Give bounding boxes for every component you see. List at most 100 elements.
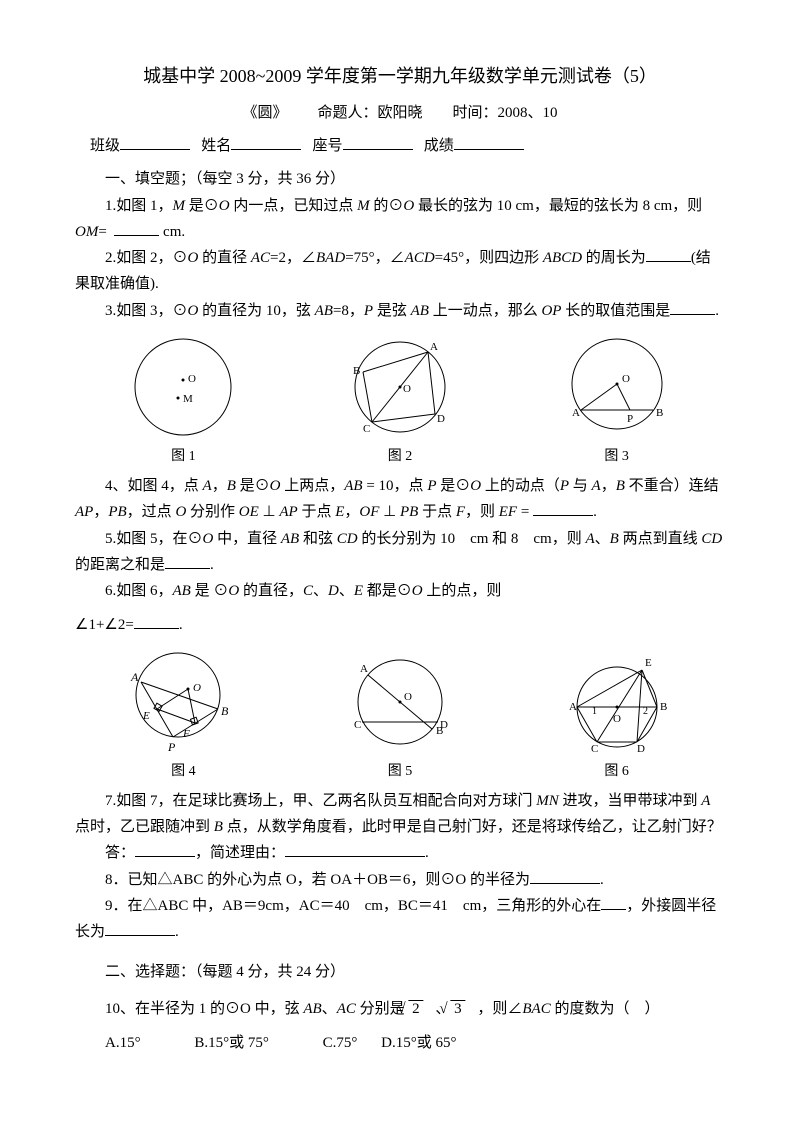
q1-blank [114, 220, 159, 236]
q6-t: 都是⊙ [363, 583, 412, 599]
q5-cd: CD [337, 531, 358, 547]
q9-blank2 [105, 920, 175, 936]
q10-text: 10、在半径为 1 的⊙O 中，弦 [105, 1001, 303, 1017]
q9-blank1 [601, 894, 626, 910]
q4-t: ， [601, 478, 616, 494]
q3-t: 长的取值范围是 [561, 303, 670, 319]
q2-text: 2.如图 2，⊙ [105, 250, 188, 266]
fig3-label: 图 3 [552, 444, 682, 469]
q10-optB: B.15°或 75° [194, 1030, 269, 1057]
q6-t: 的直径， [239, 583, 303, 599]
q4-b: B [616, 478, 625, 494]
q2-t: =75°，∠ [345, 250, 404, 266]
svg-text:O: O [622, 373, 630, 385]
q8: 8．已知△ABC 的外心为点 O，若 OA＋OB＝6，则⊙O 的半径为. [75, 867, 725, 893]
q3-t: 是弦 [373, 303, 411, 319]
q5-o: O [203, 531, 214, 547]
q3-text: 3.如图 3，⊙ [105, 303, 188, 319]
q6-text: 6.如图 6， [105, 583, 173, 599]
fig2-label: 图 2 [335, 444, 465, 469]
svg-text:B: B [656, 407, 663, 419]
q4-o: O [270, 478, 281, 494]
author-label: 命题人： [317, 105, 377, 121]
q4-t: 于点 [298, 504, 336, 520]
q4-ab: AB [344, 478, 362, 494]
fig5-label: 图 5 [330, 759, 470, 784]
q6-end: . [179, 617, 183, 633]
q4-t: ，点 [394, 478, 428, 494]
q4-t: 与 [569, 478, 592, 494]
q1: 1.如图 1，M 是⊙O 内一点，已知过点 M 的⊙O 最长的弦为 10 cm，… [75, 193, 725, 246]
q4-t: ⊥ [259, 504, 280, 520]
time: 2008、10 [498, 105, 558, 121]
q1-t: 最长的弦为 10 cm，最短的弦长为 8 cm，则 [414, 198, 702, 214]
q3-ab: AB [315, 303, 333, 319]
q1-t: 的⊙ [370, 198, 404, 214]
fig6-cell: O A B E C D 1 2 图 6 [547, 652, 687, 784]
q2-ac: AC [251, 250, 270, 266]
q10-t: ，则∠ [474, 1001, 523, 1017]
q1-om: OM [75, 224, 98, 240]
q3-op: OP [541, 303, 561, 319]
q9-end: . [175, 924, 179, 940]
q5: 5.如图 5，在⊙O 中，直径 AB 和弦 CD 的长分别为 10 cm 和 8… [75, 526, 725, 579]
svg-text:P: P [627, 413, 633, 425]
q10-optA: A.15° [105, 1030, 141, 1057]
q6-ab: AB [173, 583, 191, 599]
svg-text:P: P [167, 740, 176, 754]
q4-t: ⊥ [379, 504, 400, 520]
q1-eq: = [98, 224, 106, 240]
section1-heading: 一、填空题；（每空 3 分，共 36 分） [75, 166, 725, 192]
q4-pb: PB [108, 504, 126, 520]
q3-t: 上一动点，那么 [429, 303, 542, 319]
q3-ab: AB [411, 303, 429, 319]
fig1-svg: O M [118, 332, 248, 442]
q2-t: =2，∠ [270, 250, 316, 266]
svg-text:C: C [591, 743, 598, 755]
page-title: 城基中学 2008~2009 学年度第一学期九年级数学单元测试卷（5） [75, 60, 725, 92]
name-label: 姓名 [201, 138, 231, 154]
fig3-svg: O A B P [552, 332, 682, 442]
q4-t: ，过点 [127, 504, 176, 520]
q7: 7.如图 7，在足球比赛场上，甲、乙两名队员互相配合向对方球门 MN 进攻，当甲… [75, 788, 725, 841]
q7-text: 7.如图 7，在足球比赛场上，甲、乙两名队员互相配合向对方球门 [105, 793, 536, 809]
svg-text:B: B [660, 701, 667, 713]
q5-end: . [210, 557, 214, 573]
q10-ac: AC [337, 1001, 356, 1017]
author: 欧阳晓 [377, 105, 422, 121]
q4-blank [533, 500, 593, 516]
svg-text:2: 2 [643, 706, 648, 717]
svg-text:B: B [221, 704, 229, 718]
fig2-cell: O A B C D 图 2 [335, 332, 465, 469]
q2-t: =45°，则四边形 [435, 250, 543, 266]
fig6-label: 图 6 [547, 759, 687, 784]
q10-t: 、 [322, 1001, 337, 1017]
svg-text:O: O [404, 691, 412, 703]
q2-o: O [188, 250, 199, 266]
q1-o: O [219, 198, 230, 214]
q6-t: 上的点，则 [423, 583, 502, 599]
q4-a: A [592, 478, 601, 494]
q4-end: . [593, 504, 597, 520]
q6-o: O [412, 583, 423, 599]
fig1-label: 图 1 [118, 444, 248, 469]
fig2-svg: O A B C D [335, 332, 465, 442]
q4-f: F [456, 504, 465, 520]
q6-t: 、 [313, 583, 328, 599]
q5-t: 、 [595, 531, 610, 547]
q5-t: 的距离之和是 [75, 557, 165, 573]
q4-p: P [560, 478, 569, 494]
q4-oe: OE [239, 504, 259, 520]
name-blank [231, 134, 301, 150]
q4-t: ， [212, 478, 227, 494]
q4-eq: = 10 [363, 478, 394, 494]
q6-o: O [228, 583, 239, 599]
q5-b: B [610, 531, 619, 547]
svg-text:A: A [130, 670, 139, 684]
q5-a: A [585, 531, 594, 547]
q7-t: 进攻，当甲带球冲到 [559, 793, 702, 809]
q3-end: . [715, 303, 719, 319]
q7-a: A [701, 793, 710, 809]
q4-t: 是⊙ [436, 478, 470, 494]
q7-t: 点时，乙已跟随冲到 [75, 819, 214, 835]
